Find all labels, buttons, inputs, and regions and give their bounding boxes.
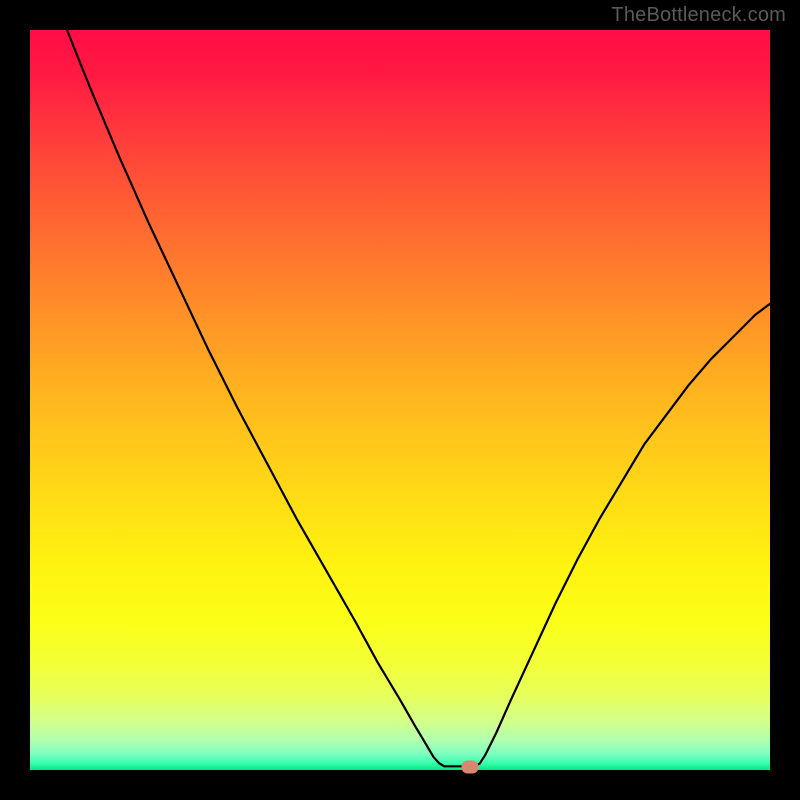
bottleneck-curve — [30, 30, 770, 770]
watermark-text: TheBottleneck.com — [611, 4, 786, 27]
bottleneck-chart — [30, 30, 770, 770]
optimal-point-marker — [462, 761, 479, 774]
